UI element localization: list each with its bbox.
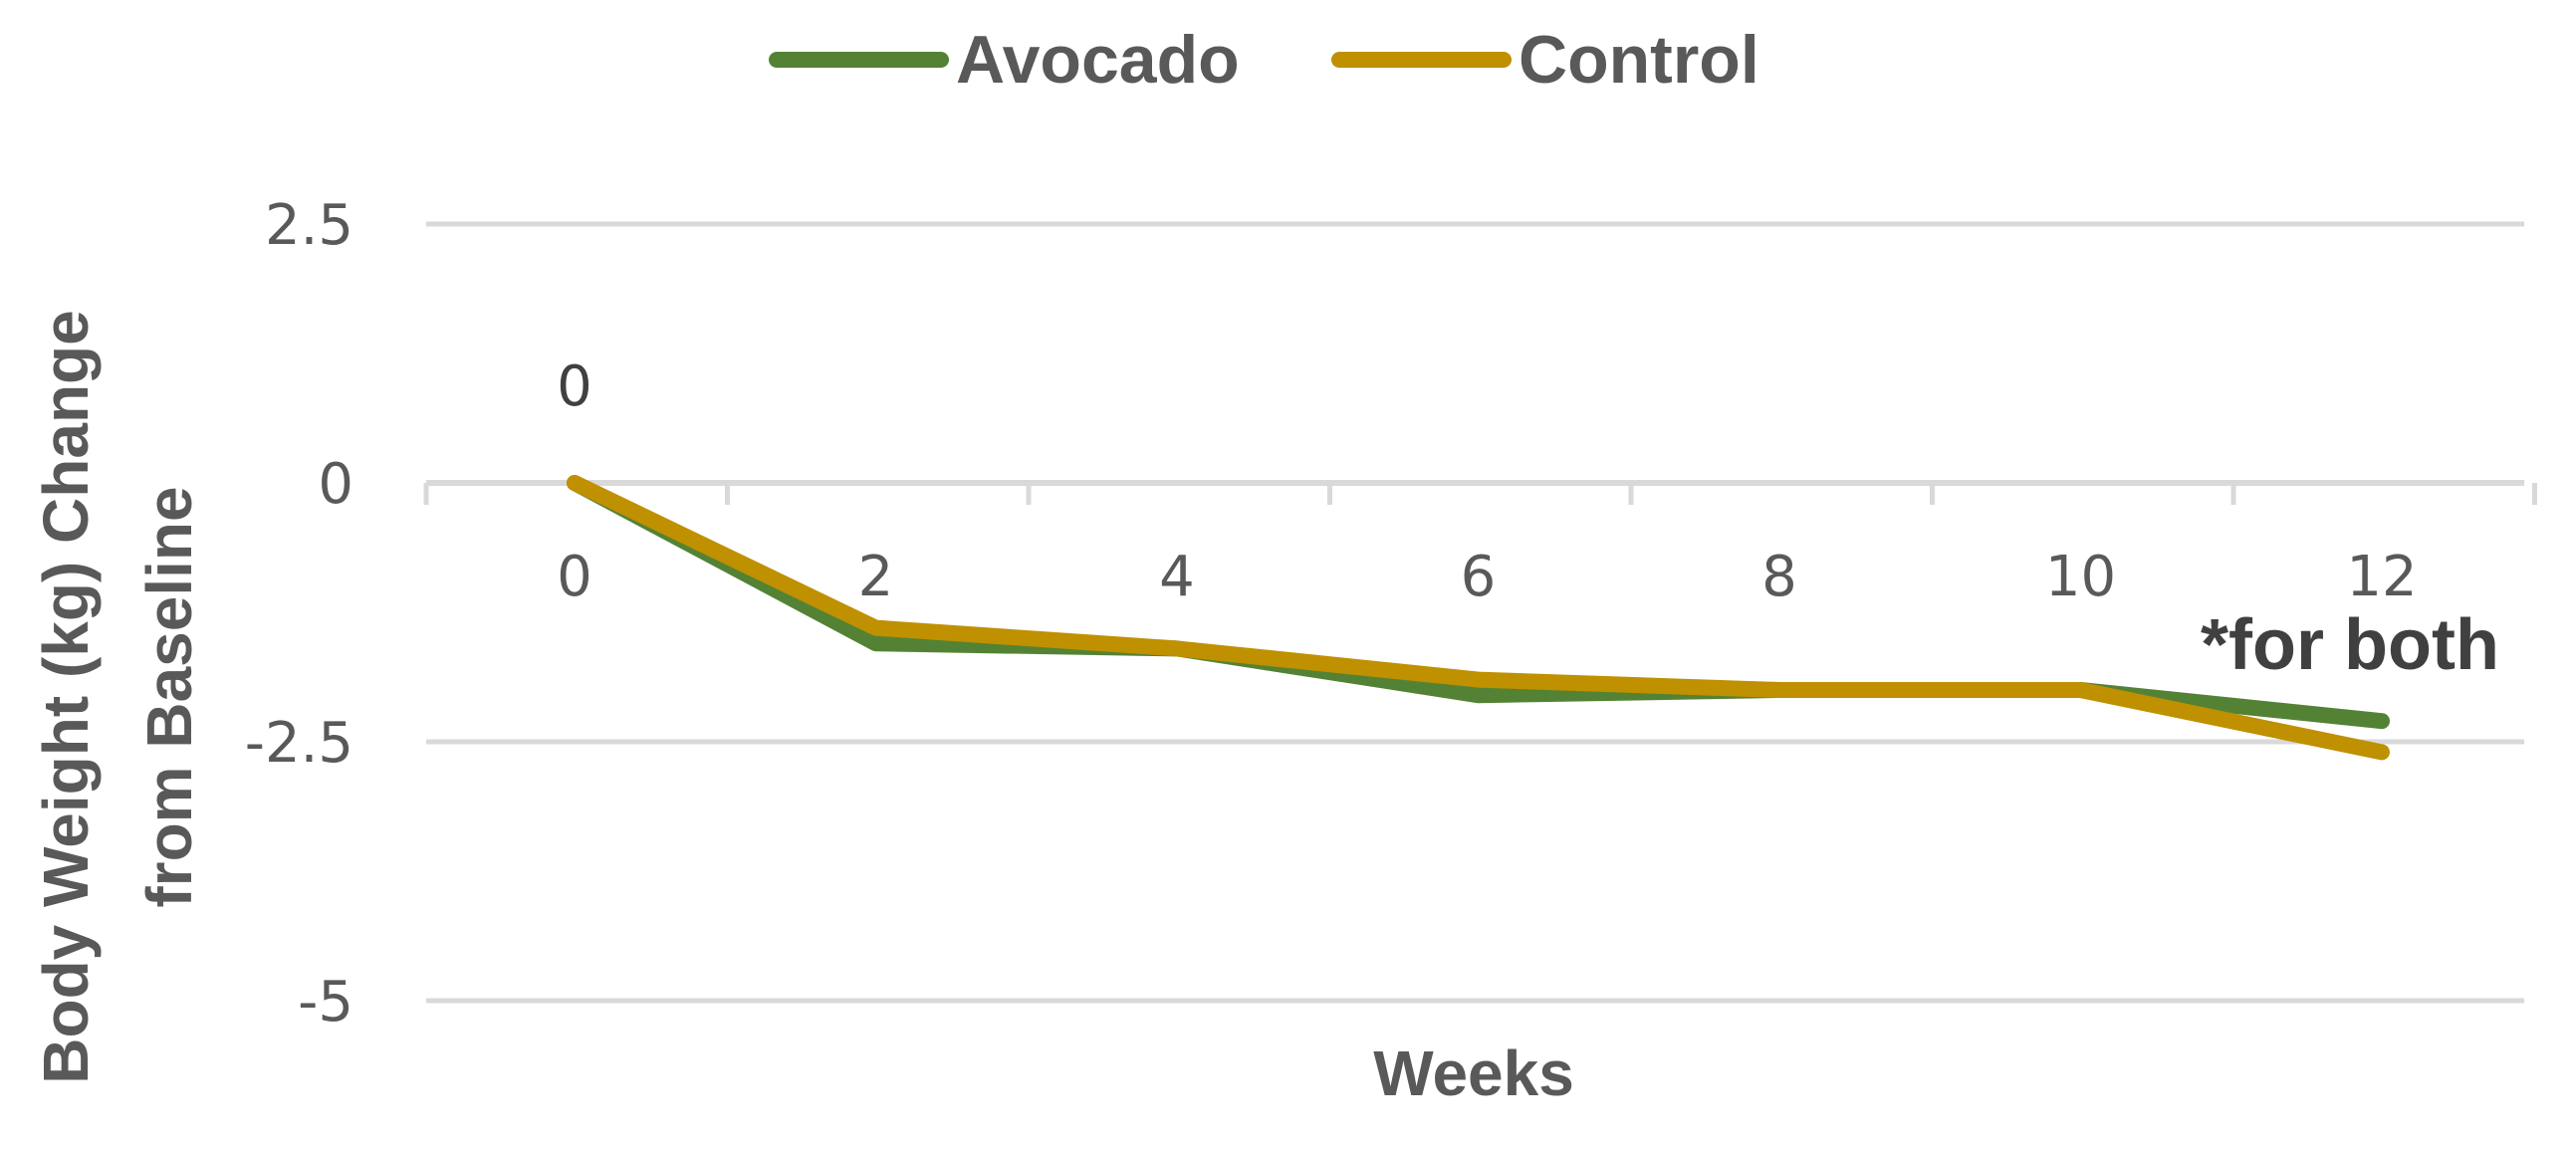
x-tick-label: 2: [858, 545, 894, 609]
legend: Avocado Control: [769, 22, 1759, 98]
series-lines: [567, 475, 2390, 761]
series-line-control: [567, 475, 2390, 761]
x-tick-label: 12: [2346, 545, 2417, 609]
y-tick-label: 0: [318, 452, 353, 517]
annotation-for-both: *for both: [2201, 605, 2499, 685]
x-tick-label: 6: [1461, 545, 1497, 609]
data-label-week0: 0: [557, 354, 592, 419]
legend-label-avocado: Avocado: [956, 22, 1240, 98]
x-tick-labels: 0 2 4 6 8 10 12: [423, 483, 2537, 609]
y-axis-title-line1: Body Weight (kg) Change: [30, 310, 102, 1083]
legend-label-control: Control: [1519, 22, 1759, 98]
x-axis-title: Weeks: [1373, 1037, 1574, 1109]
gridlines: [426, 221, 2524, 1004]
x-tick-label: 4: [1159, 545, 1195, 609]
y-tick-label: 2.5: [265, 193, 353, 258]
y-axis-title-line2: from Baseline: [133, 486, 205, 907]
y-tick-label: -5: [298, 970, 353, 1034]
x-tick-label: 10: [2045, 545, 2116, 609]
y-tick-label: -2.5: [245, 711, 353, 776]
y-tick-labels: 2.5 0 -2.5 -5: [245, 193, 353, 1034]
x-tick-label: 0: [557, 545, 592, 609]
x-tick-label: 8: [1761, 545, 1797, 609]
